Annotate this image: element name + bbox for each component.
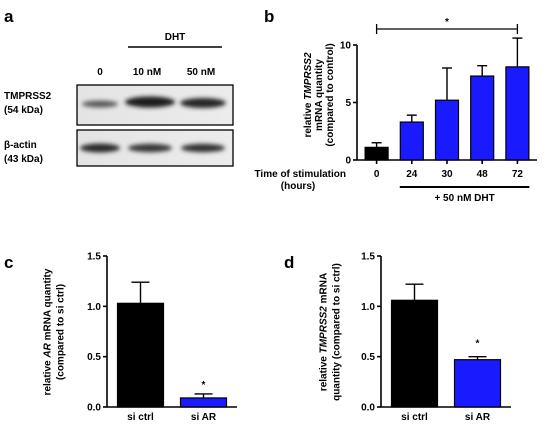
blot-1-size: (54 kDa) (4, 105, 43, 116)
x-tick-label-0: si ctrl (127, 412, 154, 423)
x-axis-label-line-1: Time of stimulation (255, 169, 347, 180)
band-tmprss2-50 (180, 98, 226, 108)
actin-blot (76, 129, 234, 167)
band-actin-10 (128, 143, 172, 153)
y-tick-label-0: 0.0 (361, 403, 375, 414)
chart-c: 0.0 0.5 1.0 1.5 si ctrl si AR relative AR mRNA… (42, 252, 237, 423)
panel-d-letter: d (284, 253, 294, 272)
x-tick-label-3: 48 (477, 169, 489, 180)
y-axis-label-line-0: relative TMPRSS2 (303, 52, 314, 137)
blot-2-size: (43 kDa) (4, 154, 43, 165)
y-tick-label-1: 0.5 (361, 352, 375, 363)
y-axis-label-line-2: (compared to control) (325, 43, 336, 146)
y-tick-label-3: 1.5 (87, 252, 101, 263)
panel-b-letter: b (264, 7, 274, 26)
y-axis-label-line-0: relative TMPRSS2 mRNA (318, 273, 329, 391)
y-tick-label-0: 0 (345, 156, 351, 167)
y-tick-label-0: 0.0 (87, 403, 101, 414)
x-tick-label-1: si AR (465, 412, 491, 423)
tmprss2-blot (76, 84, 234, 126)
sig-star-d: * (476, 339, 480, 350)
bar-si-AR (453, 359, 502, 408)
blot-1-name: TMPRSS2 (4, 91, 52, 102)
chart-b: 0 5 10 0 24 30 48 72 relative TMPRSS2 mRNA quanti… (255, 17, 537, 204)
x-tick-label-4: 72 (512, 169, 524, 180)
x-tick-label-1: si AR (191, 412, 217, 423)
y-axis-label-line-1: quantity (compared to si ctrl) (331, 263, 342, 401)
sig-star-c: * (202, 380, 206, 391)
bar-30 (434, 99, 460, 161)
blot-2-name: β-actin (4, 140, 37, 151)
x-tick-label-2: 30 (441, 169, 453, 180)
x-tick-label-0: 0 (374, 169, 380, 180)
panel-c-letter: c (4, 253, 13, 272)
band-actin-50 (181, 143, 225, 153)
lane-label-0: 0 (97, 67, 103, 78)
x-axis-label-line-2: (hours) (281, 181, 315, 192)
bar-24 (399, 121, 424, 161)
dht-bracket-label: + 50 nM DHT (434, 193, 494, 204)
bar-si-ctrl (116, 302, 165, 408)
lane-label-1: 10 nM (133, 67, 161, 78)
x-tick-label-1: 24 (406, 169, 418, 180)
chart-d: 0.0 0.5 1.0 1.5 si ctrl si AR relative TMPRSS2… (318, 252, 511, 423)
panel-a-letter: a (4, 7, 14, 26)
bar-48 (470, 75, 495, 161)
band-actin-0 (80, 143, 120, 153)
bar-si-AR (179, 397, 228, 408)
lane-label-2: 50 nM (187, 67, 215, 78)
band-tmprss2-0 (82, 100, 118, 108)
bar-si-ctrl (390, 299, 439, 408)
bar-0 (364, 146, 389, 161)
y-tick-label-2: 1.0 (87, 302, 101, 313)
y-axis-label-line-1: (compared to si ctrl) (55, 284, 66, 380)
y-axis-label-line-1: mRNA quantity (314, 59, 325, 131)
bar-72 (505, 66, 530, 161)
x-tick-label-0: si ctrl (401, 412, 428, 423)
y-tick-label-1: 5 (345, 98, 351, 109)
y-tick-label-2: 10 (340, 41, 352, 52)
y-tick-label-2: 1.0 (361, 302, 375, 313)
panel-a: a DHT 0 10 nM 50 nM TMPRSS2 (54 kDa) β-a… (4, 7, 234, 167)
sig-star-b: * (445, 17, 449, 28)
y-tick-label-3: 1.5 (361, 252, 375, 263)
band-tmprss2-10 (125, 96, 175, 108)
y-axis-label-line-0: relative AR mRNA quantity (42, 268, 53, 395)
dht-label: DHT (165, 32, 186, 43)
y-tick-label-1: 0.5 (87, 352, 101, 363)
